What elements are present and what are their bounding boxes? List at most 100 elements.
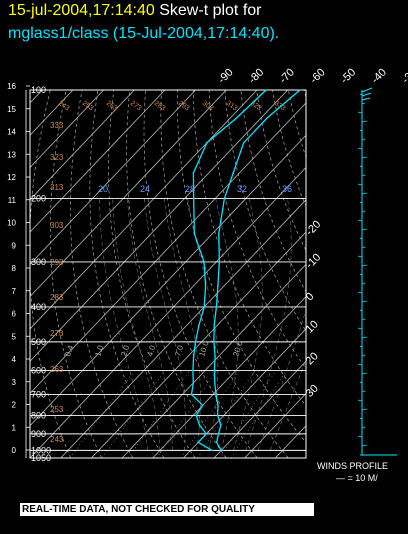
isotherm-line	[60, 199, 306, 458]
isotherm-line	[30, 90, 166, 233]
wind-barb	[361, 174, 366, 177]
mixing-ratio-label-group: 7.0	[173, 344, 185, 358]
wind-barb	[359, 381, 363, 384]
wind-barb	[361, 246, 366, 249]
sounding-line	[213, 89, 301, 451]
isotherm-line	[30, 90, 196, 265]
moist-adiabat-line	[112, 198, 161, 451]
sounding-point	[299, 89, 301, 91]
sounding-point	[218, 232, 220, 235]
isotherm-top-label: -60	[308, 66, 328, 86]
isotherm-top-label: -70	[277, 66, 297, 86]
dry-adiabat-top-label-group: 293	[177, 100, 191, 112]
sounding-point	[215, 306, 218, 308]
dry-adiabat-label: 263	[50, 365, 64, 374]
wind-barb	[361, 210, 366, 213]
wind-barb	[359, 129, 363, 132]
dry-adiabat-top-label: 283	[153, 100, 167, 112]
sounding-point	[217, 285, 219, 287]
mixing-ratio-label-group: 4.0	[145, 344, 157, 358]
wind-barb	[361, 97, 371, 101]
sounding-point	[220, 424, 222, 426]
sounding-point	[198, 324, 200, 327]
moist-adiabat-label: 24	[140, 184, 150, 194]
height-label: 5	[12, 332, 17, 341]
moist-adiabat-line	[187, 198, 219, 451]
isotherm-line	[183, 328, 306, 458]
pressure-label: 1050	[31, 453, 51, 463]
plot-area	[30, 90, 306, 458]
isotherm-top-label-group: -40	[369, 66, 389, 86]
dry-adiabat-line	[303, 90, 306, 99]
mixing-ratio-line	[180, 370, 240, 458]
winds-profile-title: WINDS PROFILE	[317, 461, 389, 471]
wind-barb	[361, 282, 366, 285]
pressure-label: 900	[31, 429, 46, 439]
dry-adiabat-top-label: 293	[177, 100, 191, 112]
height-label: 12	[7, 173, 16, 182]
pressure-label: 800	[31, 410, 46, 420]
dry-adiabat-top-label-group: 303	[201, 100, 215, 112]
dry-adiabat-line	[208, 90, 306, 370]
isotherm-right-label-group: -20	[304, 218, 324, 238]
wind-barb	[361, 87, 373, 93]
sounding-point	[203, 261, 205, 263]
height-label: 16	[7, 82, 16, 91]
mixing-ratio-label-group: 0.4	[63, 344, 75, 358]
sounding-point	[214, 382, 216, 384]
dry-adiabat-top-label-group: 283	[153, 100, 167, 112]
moist-adiabat-label: 28	[185, 184, 195, 194]
sounding-point	[192, 197, 195, 200]
quality-disclaimer: REAL-TIME DATA, NOT CHECKED FOR QUALITY	[20, 503, 314, 516]
wind-barb	[361, 426, 366, 429]
dry-adiabat-label: 293	[50, 258, 64, 267]
mixing-ratio-label: 0.4	[63, 344, 75, 358]
wind-barb	[357, 327, 363, 330]
isotherm-line	[91, 231, 306, 458]
sounding-point	[194, 341, 197, 343]
sounding-point	[206, 141, 208, 144]
sounding-point	[203, 306, 205, 308]
dry-adiabat-line	[272, 90, 306, 207]
sounding-point	[201, 404, 204, 407]
moist-adiabat-line	[245, 198, 292, 451]
dry-adiabat-top-label: 273	[129, 100, 143, 112]
isotherm-line	[275, 425, 306, 458]
isotherm-line	[213, 360, 306, 458]
wind-barb	[359, 201, 363, 204]
dry-adiabat-label: 253	[50, 405, 64, 414]
dry-adiabat-top-label: 333	[273, 100, 287, 112]
title-text: Skew-t plot for	[159, 2, 262, 19]
dry-adiabat-line	[143, 90, 258, 458]
sounding-line	[190, 89, 267, 451]
sounding-point	[215, 441, 218, 444]
wind-barb	[359, 417, 363, 420]
wind-barb	[361, 156, 368, 159]
wind-barb	[357, 147, 363, 150]
mixing-ratio-label: 7.0	[173, 344, 185, 358]
wind-barb	[359, 273, 363, 276]
sounding-point	[192, 172, 195, 174]
pressure-label: 500	[31, 337, 46, 347]
dry-adiabat-label: 313	[50, 183, 64, 192]
isotherm-top-label-group: -80	[247, 66, 267, 86]
moist-adiabat-line	[215, 198, 239, 451]
height-label: 14	[7, 128, 16, 137]
sounding-point	[193, 232, 196, 235]
wind-barb	[361, 228, 368, 231]
dry-adiabat-line	[256, 90, 306, 252]
isotherm-top-label-group: -50	[339, 66, 359, 86]
wind-barb	[359, 93, 363, 96]
isotherm-line	[305, 457, 306, 458]
dry-adiabat-line	[70, 90, 134, 458]
dry-adiabat-line	[30, 90, 72, 458]
pressure-label: 1000	[31, 445, 51, 455]
mixing-ratio-label-group: 1.0	[93, 344, 105, 358]
sounding-point	[192, 369, 194, 372]
height-label: 9	[12, 241, 17, 250]
height-label: 8	[12, 264, 17, 273]
isotherm-line	[30, 90, 43, 104]
wind-barb	[359, 309, 363, 312]
dry-adiabat-top-label-group: 323	[249, 100, 263, 112]
wind-barb	[361, 390, 366, 393]
